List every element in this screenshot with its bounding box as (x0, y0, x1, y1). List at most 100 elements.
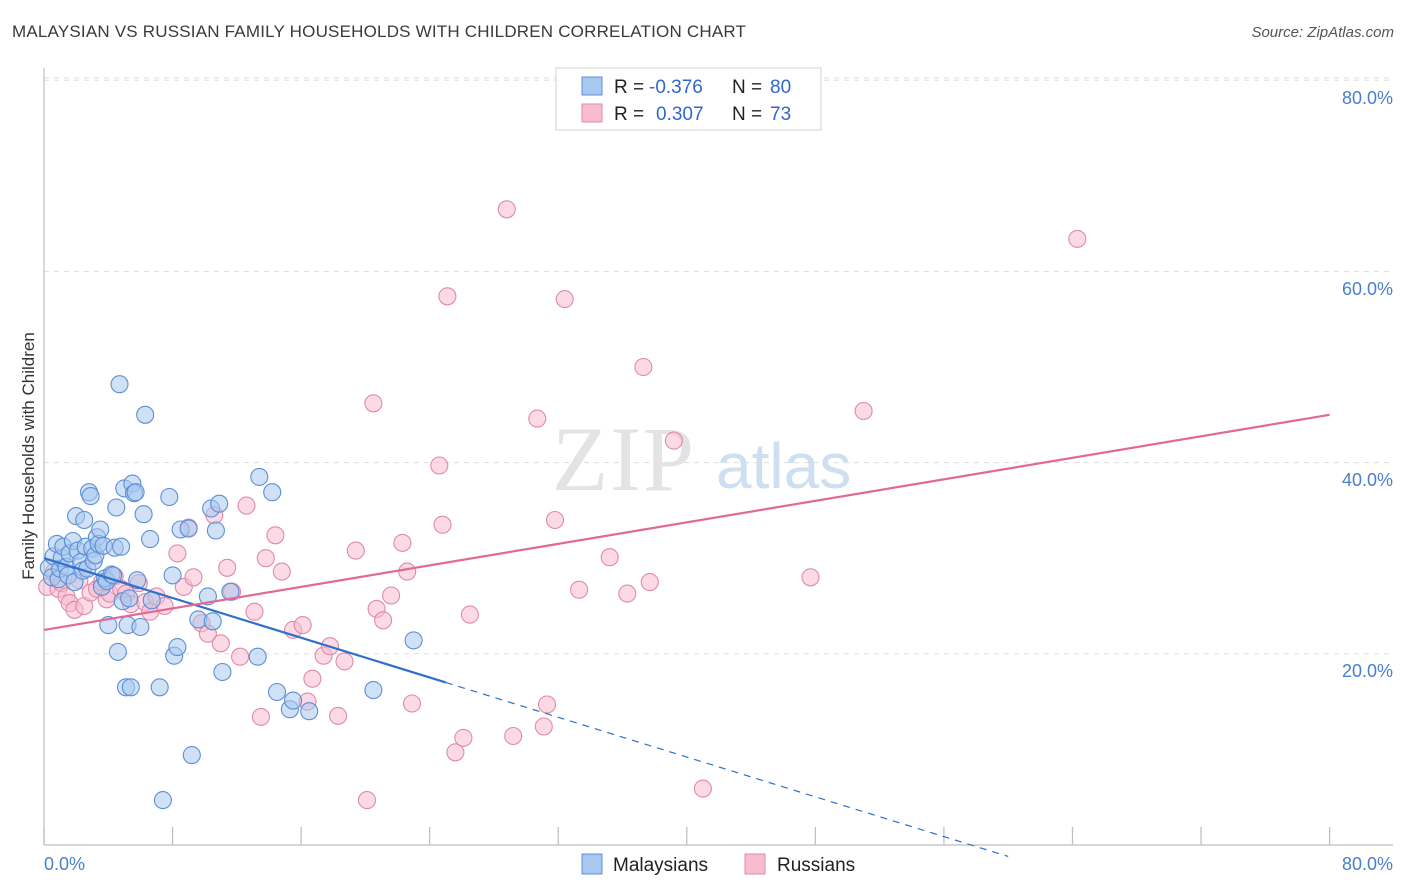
malaysian-point-78 (300, 702, 319, 721)
malaysian-point-38 (110, 375, 129, 394)
y-tick-label-80: 80.0% (1342, 88, 1393, 108)
malaysian-point-73 (250, 467, 269, 486)
malaysian-point-72 (248, 647, 267, 666)
russian-point-70 (570, 580, 589, 599)
bottom-legend-swatch-malaysians (581, 853, 603, 875)
malaysian-point-60 (168, 638, 187, 657)
malaysian-trendline (43, 557, 447, 684)
watermark-zip: ZIP (552, 408, 696, 510)
russian-point-66 (534, 717, 553, 736)
malaysian-point-45 (121, 678, 140, 697)
chart-title: MALAYSIAN VS RUSSIAN FAMILY HOUSEHOLDS W… (12, 22, 747, 41)
legend-r-value-malaysians: -0.376 (649, 77, 703, 98)
russian-point-39 (272, 562, 291, 581)
malaysian-point-67 (203, 612, 222, 631)
russian-point-48 (346, 541, 365, 560)
malaysian-point-49 (128, 571, 147, 590)
watermark: ZIP atlas (552, 408, 851, 510)
russian-point-73 (634, 357, 653, 377)
malaysian-point-34 (104, 566, 123, 585)
watermark-atlas: atlas (716, 430, 851, 502)
bottom-legend-label-russians: Russians (777, 855, 855, 876)
russian-point-57 (430, 456, 449, 475)
legend-n-value-russians: 73 (770, 104, 791, 125)
malaysian-point-55 (150, 678, 169, 697)
russian-point-74 (640, 573, 659, 592)
russian-point-78 (854, 401, 873, 421)
malaysian-point-39 (112, 537, 131, 556)
russian-point-26 (184, 568, 203, 587)
malaysian-point-51 (134, 505, 153, 524)
malaysian-point-50 (131, 617, 150, 637)
malaysian-point-79 (364, 681, 383, 700)
x-ticks (43, 827, 1331, 845)
malaysian-point-36 (107, 498, 126, 517)
x-tick-label-max: 80.0% (1342, 854, 1393, 874)
y-tick-labels: 80.0% 60.0% 40.0% 20.0% (1342, 88, 1393, 681)
malaysian-point-68 (206, 521, 225, 540)
russian-point-49 (357, 791, 377, 810)
russian-point-71 (600, 548, 619, 567)
russian-point-69 (555, 290, 574, 309)
russian-point-76 (693, 779, 712, 798)
russian-point-37 (256, 549, 275, 568)
source-label: Source: ZipAtlas.com (1251, 24, 1394, 41)
malaysian-point-48 (126, 483, 145, 502)
russian-point-65 (528, 409, 547, 428)
russian-point-58 (433, 515, 452, 534)
russian-point-53 (382, 586, 401, 605)
malaysian-point-17 (75, 510, 94, 530)
legend-n-label-malaysians: N = (732, 77, 762, 98)
legend-swatch-russians (581, 103, 603, 123)
malaysian-point-44 (120, 589, 139, 608)
russian-point-75 (664, 431, 683, 450)
malaysian-point-58 (163, 566, 182, 585)
russian-point-79 (1068, 229, 1087, 248)
russian-point-68 (545, 510, 565, 530)
malaysian-point-37 (108, 642, 127, 661)
russian-point-23 (168, 544, 187, 563)
bottom-legend-label-malaysians: Malaysians (613, 855, 708, 876)
russian-point-52 (374, 611, 393, 630)
malaysian-point-63 (182, 746, 201, 765)
malaysian-point-27 (91, 520, 110, 539)
legend-r-label-malaysians: R = (614, 77, 644, 98)
legend-r-value-russians: 0.307 (656, 104, 704, 125)
russian-point-62 (460, 605, 479, 624)
russian-point-31 (218, 558, 237, 577)
legend-n-value-malaysians: 80 (770, 77, 791, 98)
y-tick-label-60: 60.0% (1342, 279, 1393, 299)
russian-point-56 (402, 694, 422, 713)
malaysian-point-21 (81, 487, 100, 506)
russian-point-34 (237, 496, 256, 515)
russian-point-50 (364, 394, 383, 413)
malaysian-point-70 (213, 662, 232, 682)
malaysian-point-77 (284, 691, 303, 710)
russian-trendline (43, 413, 1330, 631)
russian-point-30 (211, 634, 230, 653)
russian-point-54 (393, 533, 412, 552)
russian-point-36 (251, 707, 270, 726)
malaysian-point-80 (404, 631, 423, 650)
legend-swatch-malaysians (581, 76, 603, 96)
russian-point-38 (266, 526, 285, 545)
malaysian-point-56 (153, 791, 172, 810)
malaysian-point-71 (221, 582, 240, 601)
russian-point-41 (293, 616, 312, 635)
malaysian-point-75 (267, 682, 287, 702)
malaysian-trendline-extension (445, 681, 1009, 858)
russian-point-67 (537, 695, 557, 714)
legend-box: R = -0.376 N = 80 R = 0.307 N = 73 (555, 67, 822, 131)
russian-point-60 (446, 743, 465, 762)
malaysian-point-53 (141, 530, 160, 549)
russian-point-46 (329, 706, 348, 725)
malaysian-points (39, 375, 423, 810)
russian-point-64 (504, 726, 523, 746)
russian-point-43 (303, 669, 322, 688)
y-axis-label: Family Households with Children (19, 332, 38, 580)
russian-point-61 (454, 728, 473, 747)
russian-point-77 (801, 568, 820, 587)
russian-point-55 (398, 562, 417, 581)
russian-point-47 (335, 652, 354, 671)
